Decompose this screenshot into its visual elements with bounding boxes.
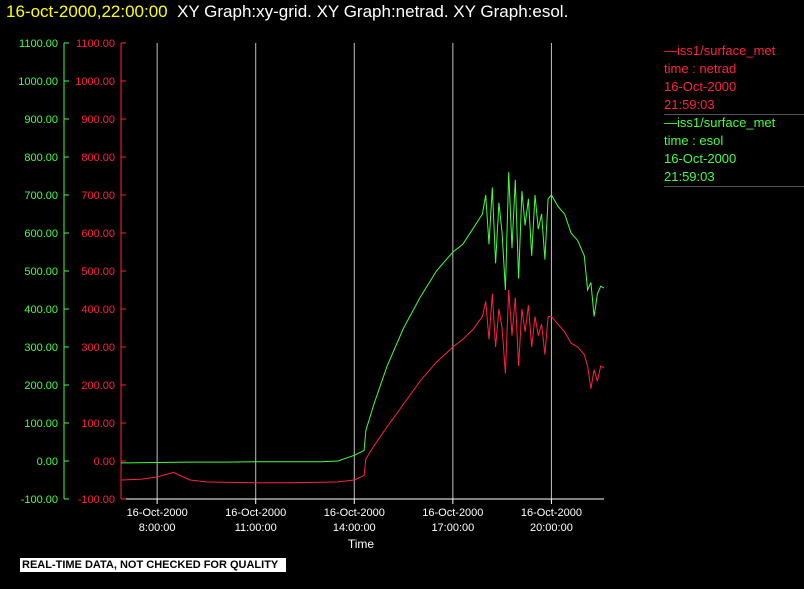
- y-tick-label-esol: 1000.00: [18, 76, 58, 88]
- legend-esol-variable: time : esol: [664, 133, 724, 148]
- x-axis-label: Time: [348, 537, 375, 551]
- y-tick-label-netrad: 700.00: [81, 190, 115, 202]
- y-tick-label-esol: 200.00: [24, 380, 58, 392]
- y-tick-label-esol: 600.00: [24, 228, 58, 240]
- legend-netrad: —iss1/surface_met time : netrad 16-Oct-2…: [664, 42, 804, 115]
- header-timestamp: 16-oct-2000,22:00:00: [6, 2, 168, 21]
- x-tick-label-date: 16-Oct-2000: [225, 507, 286, 519]
- x-tick-label-date: 16-Oct-2000: [127, 507, 188, 519]
- x-tick-label-time: 8:00:00: [139, 522, 176, 534]
- x-tick-label-date: 16-Oct-2000: [422, 507, 483, 519]
- header-title: 16-oct-2000,22:00:00 XY Graph:xy-grid. X…: [6, 2, 568, 22]
- y-tick-label-netrad: 100.00: [81, 418, 115, 430]
- y-tick-label-netrad: 500.00: [81, 266, 115, 278]
- y-tick-label-esol: 100.00: [24, 418, 58, 430]
- x-tick-label-time: 11:00:00: [235, 522, 277, 534]
- y-tick-label-esol: 900.00: [24, 114, 58, 126]
- y-tick-label-esol: 800.00: [24, 152, 58, 164]
- x-tick-label-date: 16-Oct-2000: [521, 507, 582, 519]
- y-tick-label-esol: 0.00: [37, 456, 58, 468]
- y-tick-label-netrad: 200.00: [81, 380, 115, 392]
- y-tick-label-esol: 400.00: [24, 304, 58, 316]
- legend-netrad-date: 16-Oct-2000: [664, 79, 737, 94]
- y-tick-label-netrad: 1100.00: [76, 38, 115, 50]
- y-tick-label-netrad: 900.00: [81, 114, 115, 126]
- y-tick-label-netrad: 800.00: [81, 152, 115, 164]
- y-tick-label-esol: 300.00: [24, 342, 58, 354]
- x-tick-label-time: 14:00:00: [333, 522, 376, 534]
- y-tick-label-netrad: 400.00: [81, 304, 115, 316]
- legend-netrad-source: —iss1/surface_met: [664, 43, 776, 58]
- y-tick-label-esol: 1100.00: [19, 38, 58, 50]
- quality-notice: REAL-TIME DATA, NOT CHECKED FOR QUALITY: [20, 558, 287, 572]
- legend-esol: —iss1/surface_met time : esol 16-Oct-200…: [664, 114, 804, 187]
- x-tick-label-time: 20:00:00: [530, 522, 573, 534]
- y-tick-label-netrad: 300.00: [81, 342, 115, 354]
- y-tick-label-netrad: 0.00: [94, 456, 115, 468]
- header-graph-list: XY Graph:xy-grid. XY Graph:netrad. XY Gr…: [177, 2, 569, 21]
- y-tick-label-esol: 500.00: [24, 266, 58, 278]
- y-tick-label-netrad: 1000.00: [75, 76, 115, 88]
- y-tick-label-esol: 700.00: [24, 190, 58, 202]
- y-tick-label-netrad: 600.00: [81, 228, 115, 240]
- legend-esol-time: 21:59:03: [664, 169, 715, 184]
- legend-divider: [664, 186, 804, 187]
- legend-divider: [664, 114, 804, 115]
- legend-esol-date: 16-Oct-2000: [664, 151, 737, 166]
- y-tick-label-netrad: -100.00: [78, 494, 115, 506]
- series-line-esol: [120, 172, 605, 464]
- x-tick-label-date: 16-Oct-2000: [324, 507, 385, 519]
- legend-esol-source: —iss1/surface_met: [664, 115, 776, 130]
- legend-netrad-variable: time : netrad: [664, 61, 737, 76]
- series-line-netrad: [120, 289, 605, 484]
- y-tick-label-esol: -100.00: [21, 494, 58, 506]
- x-tick-label-time: 17:00:00: [431, 522, 474, 534]
- legend-netrad-time: 21:59:03: [664, 97, 715, 112]
